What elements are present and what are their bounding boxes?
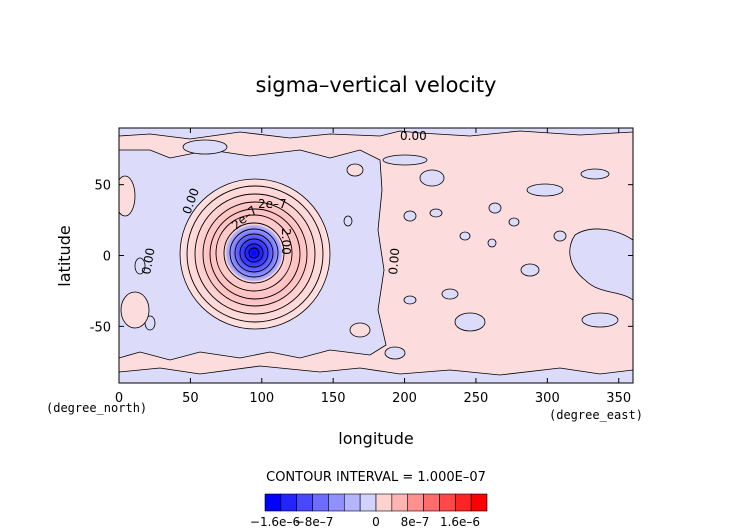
contour-lines — [186, 185, 324, 323]
field-region-negative-east — [569, 228, 633, 301]
colorbar-swatch — [423, 493, 440, 512]
colorbar-swatch — [343, 493, 361, 512]
y-axis: -50 0 50 — [90, 179, 633, 335]
colorbar-swatch — [470, 493, 488, 512]
colorbar-swatch — [375, 493, 393, 512]
contour-blobs-positive — [119, 163, 371, 338]
colorbar-swatch — [407, 493, 424, 512]
contour-label: 0.00 — [386, 247, 402, 275]
colorbar-swatch — [328, 493, 345, 512]
contour-label-group: 0.00 0.00 0.00 0.00 2e–7 2e–7 2.00 — [139, 129, 427, 276]
x-tick-label: 250 — [464, 391, 489, 406]
colorbar-swatch — [439, 493, 456, 512]
colorbar-swatch — [454, 493, 472, 512]
y-axis-title: latitude — [55, 225, 74, 286]
field-region-negative-south — [119, 365, 633, 383]
contour-label: 2.00 — [279, 228, 293, 255]
colorbar-labels: −1.6e–6−8e–7 0 8e–7 1.6e–6 — [250, 515, 480, 529]
field-core-negative — [226, 225, 282, 281]
colorbar-swatch — [312, 493, 329, 512]
contour-interval-label: CONTOUR INTERVAL = 1.000E–07 — [266, 470, 486, 485]
x-tick-label: 350 — [606, 391, 631, 406]
y-tick-label: 50 — [94, 179, 111, 194]
x-tick-label: 50 — [182, 391, 199, 406]
y-unit-label: (degree_north) — [46, 401, 147, 415]
x-unit-label: (degree_east) — [549, 408, 643, 422]
chart-title: sigma–vertical velocity — [256, 73, 497, 97]
contour-label: 2e–7 — [258, 197, 287, 211]
colorbar-tick-label: 8e–7 — [401, 515, 430, 529]
y-tick-label: 0 — [103, 250, 111, 265]
field-region-negative-north — [119, 128, 633, 140]
plot-area — [119, 128, 633, 383]
colorbar-swatch — [296, 493, 313, 512]
colorbar-swatch — [391, 493, 409, 512]
colorbar-swatch — [280, 493, 298, 512]
colorbar-swatch — [359, 493, 377, 512]
contour-label: 0.00 — [139, 247, 157, 276]
colorbar-tick-label: 0 — [372, 515, 380, 529]
colorbar-tick-label: 1.6e–6 — [440, 515, 480, 529]
x-axis: 0 50 100 150 200 250 300 350 — [115, 128, 631, 406]
x-tick-label: 100 — [249, 391, 274, 406]
contour-label: 0.00 — [400, 129, 427, 143]
y-tick-label: -50 — [90, 320, 111, 335]
contour-blobs — [134, 139, 619, 360]
x-tick-label: 300 — [535, 391, 560, 406]
x-tick-label: 0 — [115, 391, 123, 406]
x-axis-title: longitude — [338, 429, 413, 448]
x-tick-label: 200 — [392, 391, 417, 406]
colorbar-tick-label: −1.6e–6 — [250, 515, 300, 529]
colorbar-swatch — [264, 493, 282, 512]
colorbar-tick-label: −8e–7 — [295, 515, 334, 529]
x-tick-label: 150 — [321, 391, 346, 406]
colorbar — [264, 493, 488, 512]
